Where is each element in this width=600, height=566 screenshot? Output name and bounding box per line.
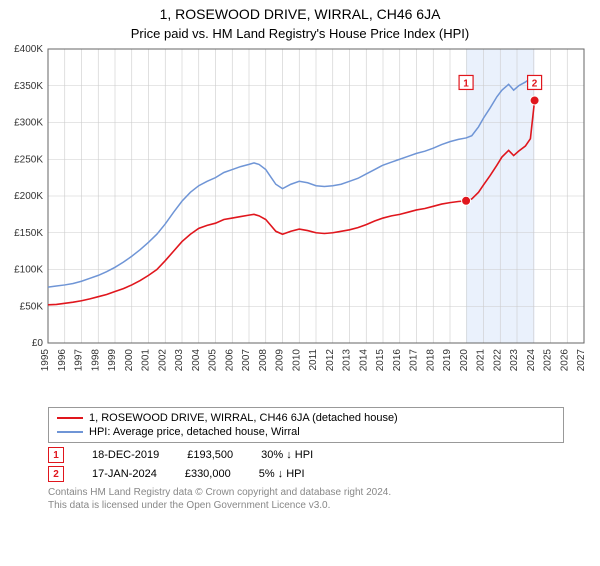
transaction-delta: 5% ↓ HPI — [259, 468, 305, 480]
svg-text:£0: £0 — [32, 338, 44, 349]
page-title: 1, ROSEWOOD DRIVE, WIRRAL, CH46 6JA — [0, 6, 600, 22]
svg-text:2014: 2014 — [358, 349, 369, 372]
svg-text:1996: 1996 — [57, 349, 68, 372]
svg-text:2002: 2002 — [157, 349, 168, 372]
svg-text:2007: 2007 — [241, 349, 252, 372]
svg-text:2011: 2011 — [308, 349, 319, 371]
svg-text:2003: 2003 — [174, 349, 185, 372]
marker-badge: 2 — [48, 466, 64, 482]
legend-swatch — [57, 431, 83, 433]
transaction-row: 1 18-DEC-2019 £193,500 30% ↓ HPI — [48, 447, 600, 463]
attribution-line: This data is licensed under the Open Gov… — [48, 499, 564, 512]
svg-text:2026: 2026 — [559, 349, 570, 372]
svg-text:2016: 2016 — [392, 349, 403, 372]
svg-text:1998: 1998 — [90, 349, 101, 372]
svg-text:£50K: £50K — [20, 301, 44, 312]
svg-text:2010: 2010 — [291, 349, 302, 372]
transaction-row: 2 17-JAN-2024 £330,000 5% ↓ HPI — [48, 466, 600, 482]
svg-text:2017: 2017 — [409, 349, 420, 372]
attribution: Contains HM Land Registry data © Crown c… — [48, 486, 564, 512]
transaction-price: £330,000 — [185, 468, 231, 480]
marker-badge: 1 — [48, 447, 64, 463]
svg-text:£400K: £400K — [14, 44, 43, 55]
svg-text:2001: 2001 — [141, 349, 152, 372]
svg-text:2023: 2023 — [509, 349, 520, 372]
attribution-line: Contains HM Land Registry data © Crown c… — [48, 486, 564, 499]
svg-text:2006: 2006 — [224, 349, 235, 372]
legend-label: 1, ROSEWOOD DRIVE, WIRRAL, CH46 6JA (det… — [89, 412, 398, 424]
svg-text:2: 2 — [532, 78, 538, 89]
svg-text:£350K: £350K — [14, 81, 43, 92]
svg-text:1997: 1997 — [74, 349, 85, 372]
svg-text:2000: 2000 — [124, 349, 135, 372]
svg-text:2004: 2004 — [191, 349, 202, 372]
legend-label: HPI: Average price, detached house, Wirr… — [89, 426, 300, 438]
price-chart: £0 £50K £100K £150K £200K £250K £300K £350K £400… — [0, 41, 600, 401]
svg-text:2025: 2025 — [543, 349, 554, 372]
svg-text:£250K: £250K — [14, 154, 43, 165]
transaction-delta: 30% ↓ HPI — [261, 449, 313, 461]
legend-row: 1, ROSEWOOD DRIVE, WIRRAL, CH46 6JA (det… — [57, 411, 555, 425]
svg-text:2009: 2009 — [275, 349, 286, 372]
transaction-date: 18-DEC-2019 — [92, 449, 159, 461]
svg-text:2013: 2013 — [342, 349, 353, 372]
transaction-price: £193,500 — [187, 449, 233, 461]
legend-swatch — [57, 417, 83, 419]
svg-text:£300K: £300K — [14, 118, 43, 129]
legend: 1, ROSEWOOD DRIVE, WIRRAL, CH46 6JA (det… — [48, 407, 564, 443]
legend-row: HPI: Average price, detached house, Wirr… — [57, 425, 555, 439]
svg-text:1: 1 — [463, 78, 469, 89]
svg-text:1995: 1995 — [40, 349, 51, 372]
svg-text:2024: 2024 — [526, 349, 537, 372]
svg-text:2018: 2018 — [425, 349, 436, 372]
svg-text:1999: 1999 — [107, 349, 118, 372]
svg-text:2008: 2008 — [258, 349, 269, 372]
svg-text:2005: 2005 — [208, 349, 219, 372]
svg-text:2015: 2015 — [375, 349, 386, 372]
svg-text:£100K: £100K — [14, 265, 43, 276]
svg-text:2012: 2012 — [325, 349, 336, 372]
svg-text:2027: 2027 — [576, 349, 587, 372]
transaction-date: 17-JAN-2024 — [92, 468, 157, 480]
svg-text:£200K: £200K — [14, 191, 43, 202]
svg-text:2019: 2019 — [442, 349, 453, 372]
svg-text:£150K: £150K — [14, 228, 43, 239]
svg-text:2020: 2020 — [459, 349, 470, 372]
page-subtitle: Price paid vs. HM Land Registry's House … — [0, 26, 600, 41]
svg-text:2021: 2021 — [476, 349, 487, 372]
svg-text:2022: 2022 — [492, 349, 503, 372]
